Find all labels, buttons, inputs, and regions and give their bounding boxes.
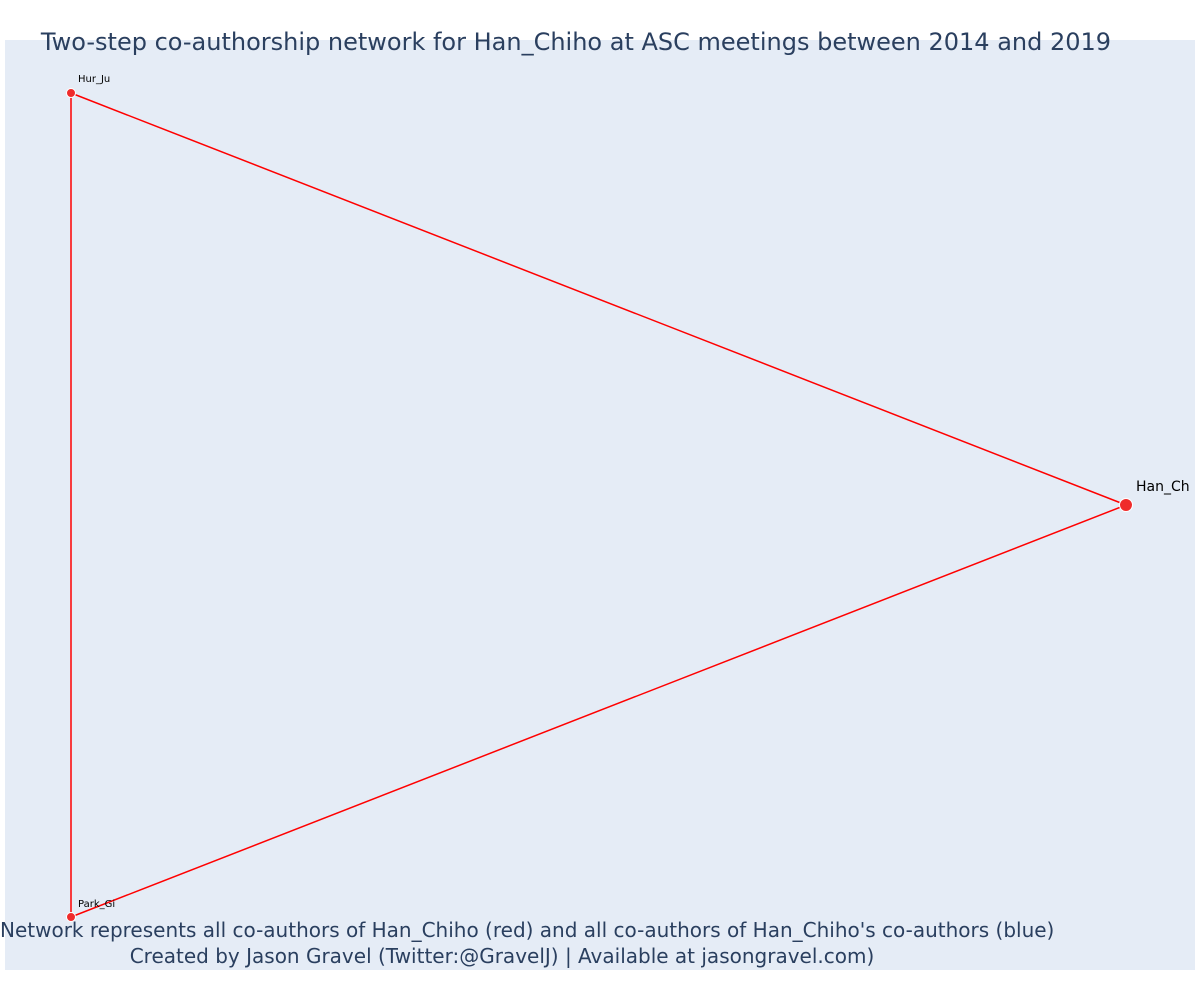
- caption-credit: Created by Jason Gravel (Twitter:@Gravel…: [129, 944, 875, 968]
- caption-description: Network represents all co-authors of Han…: [0, 918, 1055, 942]
- diagram-title: Two-step co-authorship network for Han_C…: [40, 28, 1112, 56]
- node-Hur_Ju[interactable]: [66, 88, 76, 98]
- node-Han_Ch[interactable]: [1119, 498, 1133, 512]
- node-Park_Gi[interactable]: [66, 912, 76, 922]
- node-label-Hur_Ju: Hur_Ju: [78, 74, 110, 85]
- node-label-Park_Gi: Park_Gi: [78, 899, 115, 910]
- edges-layer: [70, 92, 1127, 918]
- plot-area: [5, 40, 1195, 970]
- nodes-layer: [66, 88, 1133, 922]
- node-label-Han_Ch: Han_Ch: [1136, 479, 1190, 495]
- edge-Park_Gi-Han_Ch: [70, 504, 1127, 918]
- edge-Hur_Ju-Han_Ch: [70, 92, 1127, 506]
- labels-layer: Hur_Ju Park_Gi Han_Ch: [78, 74, 1190, 910]
